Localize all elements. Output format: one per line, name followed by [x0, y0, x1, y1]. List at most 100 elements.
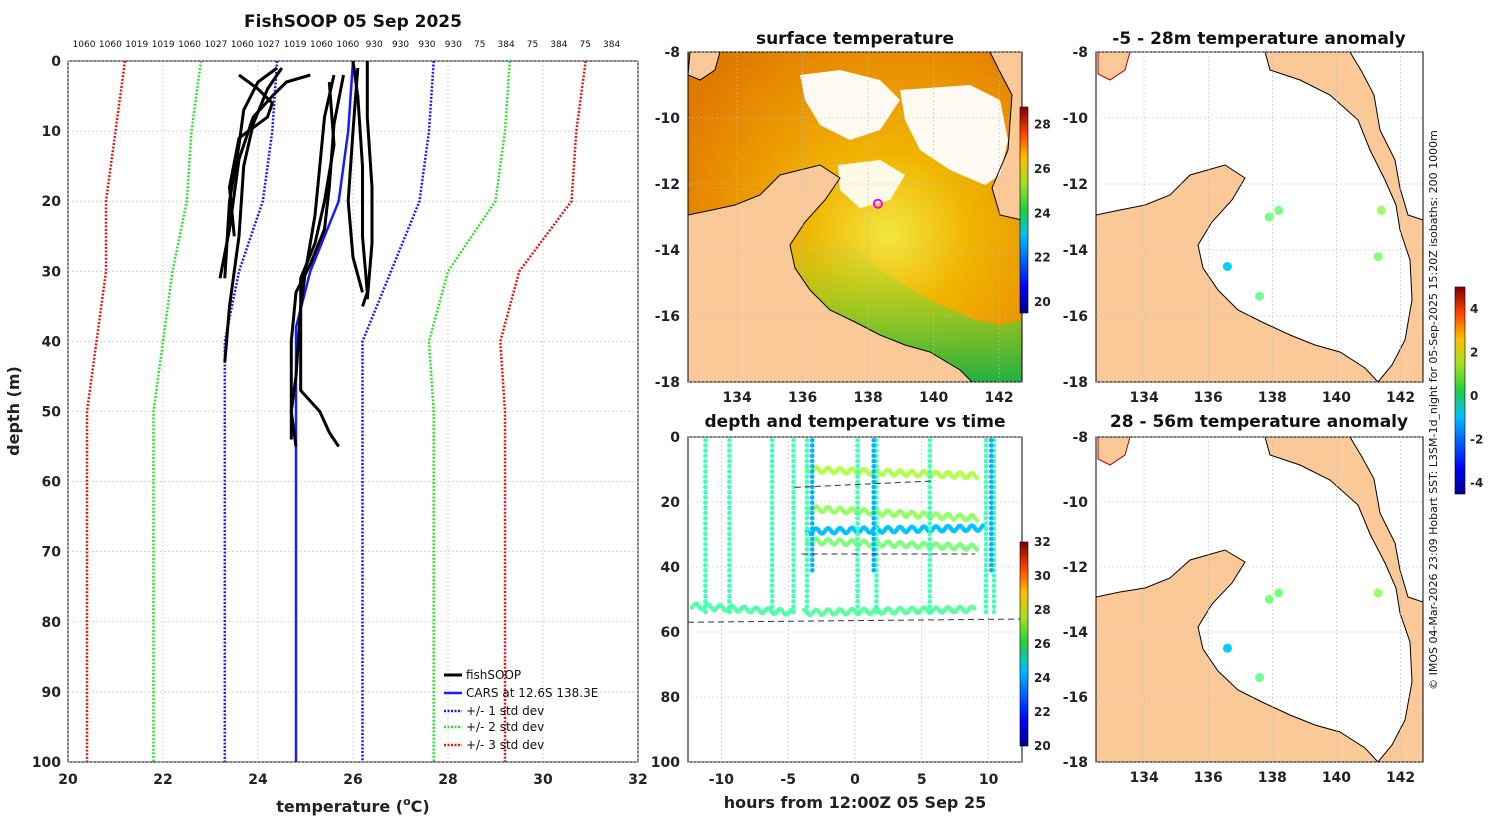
timeseries-point: [791, 495, 796, 500]
anomaly-point: [1222, 643, 1232, 653]
sst-title: surface temperature: [756, 29, 954, 49]
timeseries-point: [727, 489, 732, 495]
profile-top-axis-label: 1019: [125, 40, 148, 50]
profile-y-tick-label: 60: [42, 475, 62, 491]
timeseries-point: [727, 505, 732, 511]
anom1-land-cape-york: [1264, 52, 1423, 382]
profile-top-axis-label: 930: [392, 40, 409, 50]
timeseries-point: [769, 474, 775, 479]
legend-item-cars: CARS at 12.6S 138.3E: [466, 686, 598, 700]
timeseries-point: [874, 599, 879, 604]
timeseries-point: [703, 541, 708, 547]
timeseries-point: [769, 479, 775, 485]
timeseries-point: [855, 557, 860, 563]
timeseries-point: [791, 458, 796, 464]
timeseries-point: [983, 547, 989, 552]
anom2-grid: [1096, 436, 1423, 763]
timeseries-point: [983, 505, 989, 511]
anomaly-point: [1222, 262, 1232, 271]
map-lon-tick-label: 142: [1386, 770, 1415, 786]
anom1-points: [1222, 205, 1386, 301]
timeseries-point: [988, 515, 994, 521]
timeseries-y-tick-label: 20: [661, 495, 681, 511]
anomaly-point: [1373, 588, 1383, 598]
profile-top-axis-label: 1027: [204, 40, 227, 50]
timeseries-point: [855, 583, 860, 589]
map-lat-tick-label: -12: [1063, 177, 1088, 193]
timeseries-point: [983, 552, 989, 557]
timeseries-point: [791, 583, 796, 589]
timeseries-point: [809, 484, 815, 490]
timeseries-colorbar-ticks: 20 22 24 26 28 30 32: [1034, 535, 1051, 753]
timeseries-point: [927, 593, 933, 599]
map-lat-tick-label: -14: [1063, 243, 1089, 259]
timeseries-point: [804, 552, 810, 557]
timeseries-point: [809, 536, 815, 542]
timeseries-point: [804, 505, 810, 511]
timeseries-point: [804, 469, 810, 474]
map-lat-tick-label: -14: [1063, 625, 1089, 641]
timeseries-point: [983, 453, 989, 459]
timeseries-point: [804, 515, 810, 521]
anomaly-map-2-panel: 134 136 138 140 142 -8 -10 -12 -14 -16 -18 28 - 56…: [1063, 412, 1424, 786]
map-lat-tick-label: -16: [1063, 309, 1088, 325]
map-lon-tick-label: 136: [788, 390, 817, 406]
profile-y-tick-label: 20: [42, 194, 62, 210]
timeseries-point: [804, 541, 810, 547]
timeseries-point: [804, 489, 810, 495]
timeseries-point: [871, 479, 877, 485]
timeseries-point: [703, 536, 708, 542]
timeseries-point: [791, 526, 796, 531]
timeseries-point: [871, 510, 877, 516]
profile-y-tick-label: 90: [42, 685, 62, 701]
timeseries-point: [769, 599, 775, 604]
timeseries-point: [991, 604, 997, 609]
timeseries-point: [855, 578, 860, 583]
timeseries-point: [804, 593, 810, 599]
timeseries-point: [769, 609, 775, 615]
timeseries-point: [791, 474, 796, 479]
timeseries-point: [988, 437, 994, 443]
timeseries-point: [871, 469, 877, 474]
timeseries-x-tick-label: -5: [780, 772, 796, 788]
timeseries-point: [769, 588, 775, 594]
timeseries-point: [804, 463, 810, 469]
timeseries-point: [874, 604, 879, 609]
anom1-land-nw: [1097, 52, 1131, 81]
timeseries-point: [871, 505, 877, 511]
sst-gulf-warm-zone: [790, 232, 1022, 382]
timeseries-point: [927, 583, 933, 589]
timeseries-point: [988, 489, 994, 495]
timeseries-point: [855, 505, 860, 511]
map-lon-tick-label: 134: [723, 390, 752, 406]
map-lon-tick-label: 138: [1258, 390, 1287, 406]
timeseries-point: [927, 541, 933, 547]
timeseries-point: [927, 526, 933, 531]
timeseries-point: [983, 599, 989, 604]
timeseries-point: [809, 541, 815, 547]
map-lat-tick-label: -18: [1063, 755, 1088, 771]
timeseries-point: [769, 437, 775, 443]
profile-legend: fishSOOP CARS at 12.6S 138.3E +/- 1 std …: [444, 668, 598, 752]
timeseries-point: [927, 495, 933, 500]
profile-x-tick-label: 20: [58, 772, 78, 788]
timeseries-point: [855, 547, 860, 552]
timeseries-colorbar-tick-label: 28: [1034, 603, 1051, 617]
profile-x-tick-label: 32: [628, 772, 647, 788]
timeseries-point: [727, 536, 732, 542]
timeseries-point: [703, 437, 708, 443]
timeseries-point: [727, 531, 732, 537]
timeseries-point: [791, 573, 796, 578]
timeseries-point: [769, 484, 775, 490]
timeseries-point: [703, 562, 708, 568]
timeseries-point: [974, 475, 980, 481]
timeseries-point: [855, 495, 860, 500]
timeseries-point: [809, 448, 815, 453]
timeseries-point: [727, 469, 732, 474]
timeseries-point: [988, 567, 994, 573]
sst-cloud-mask-3: [838, 160, 905, 208]
map-lat-tick-label: -10: [655, 111, 681, 127]
timeseries-point: [927, 573, 933, 578]
timeseries-point: [855, 531, 860, 537]
timeseries-point: [769, 443, 775, 448]
